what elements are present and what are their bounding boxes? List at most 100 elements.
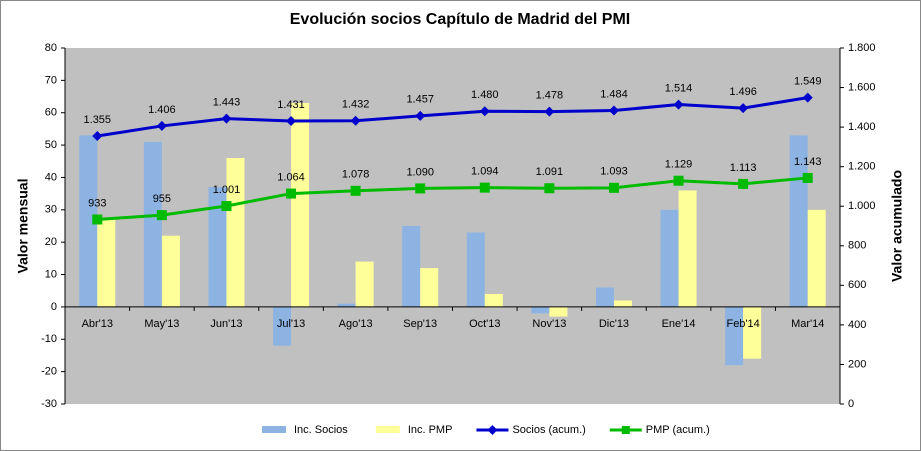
marker	[156, 120, 167, 131]
marker	[738, 103, 749, 114]
bar	[595, 287, 614, 307]
data-label: 1.094	[471, 166, 499, 178]
y-tick-label: -30	[41, 398, 57, 410]
marker	[350, 115, 361, 126]
bar	[143, 141, 162, 307]
bar	[531, 306, 550, 314]
data-label: 1.432	[342, 99, 370, 111]
marker	[608, 105, 619, 116]
marker	[738, 178, 749, 189]
y-tick-label: -20	[41, 366, 57, 378]
bar	[337, 303, 356, 307]
line	[97, 96, 808, 138]
y-tick-label: 30	[45, 204, 57, 216]
bar	[725, 306, 744, 366]
bar	[807, 209, 826, 307]
y-tick-label: 40	[45, 171, 57, 183]
marker	[221, 113, 232, 124]
marker	[479, 182, 490, 193]
marker	[544, 106, 555, 117]
y2-tick-label: 1.400	[848, 121, 876, 133]
data-label: 933	[88, 197, 106, 209]
y2-tick-label: 1.600	[848, 81, 876, 93]
data-label: 1.457	[406, 94, 434, 106]
y2-tick-label: 1.800	[848, 42, 876, 54]
data-label: 1.549	[794, 76, 822, 88]
bar	[291, 103, 310, 307]
data-label: 1.143	[794, 156, 822, 168]
marker	[286, 188, 297, 199]
bar	[79, 135, 98, 307]
x-tick-label: Dic'13	[599, 318, 629, 330]
data-label: 1.431	[277, 99, 305, 111]
data-label: 1.113	[730, 162, 757, 174]
x-tick-label: Abr'13	[82, 318, 113, 330]
marker	[415, 183, 426, 194]
legend-swatch	[375, 426, 400, 433]
y2-tick-label: 800	[848, 240, 866, 252]
marker	[544, 183, 555, 194]
y-tick-label: 20	[45, 236, 57, 248]
bar	[549, 306, 568, 317]
y2-tick-label: 1.000	[848, 200, 876, 212]
marker	[802, 92, 813, 103]
x-tick-label: Mar'14	[791, 318, 824, 330]
y-tick-label: 0	[51, 301, 57, 313]
legend-label: PMP (acum.)	[646, 424, 710, 436]
y2-tick-label: 200	[848, 358, 866, 370]
data-label: 1.064	[277, 171, 305, 183]
bar	[466, 232, 485, 307]
y2-tick-label: 400	[848, 319, 866, 331]
data-label: 1.093	[600, 166, 628, 178]
y-tick-label: 60	[45, 107, 57, 119]
legend-marker	[621, 426, 630, 434]
data-label: 1.478	[536, 90, 564, 102]
bar	[355, 261, 374, 307]
bar	[273, 306, 292, 346]
x-tick-label: Ene'14	[662, 318, 696, 330]
bar	[226, 158, 245, 307]
data-label: 1.078	[342, 169, 370, 181]
bar	[161, 235, 180, 307]
bar	[660, 209, 679, 307]
bar	[678, 190, 697, 307]
x-tick-label: Nov'13	[532, 318, 566, 330]
data-label: 1.355	[84, 114, 112, 126]
y-tick-label: 50	[45, 139, 57, 151]
x-tick-label: Jul'13	[277, 318, 305, 330]
bar	[613, 300, 632, 307]
marker	[156, 210, 167, 221]
y-axis-title: Valor mensual	[15, 179, 31, 274]
marker	[673, 175, 684, 186]
marker	[286, 115, 297, 126]
legend-swatch	[262, 426, 286, 433]
x-tick-label: Ago'13	[339, 318, 373, 330]
data-label: 1.001	[213, 184, 241, 196]
data-label: 1.514	[665, 82, 693, 94]
data-label: 1.090	[406, 166, 434, 178]
line	[97, 176, 808, 221]
x-tick-label: Sep'13	[403, 318, 437, 330]
y2-tick-label: 600	[848, 279, 866, 291]
x-tick-label: Jun'13	[210, 318, 242, 330]
y2-axis-title: Valor acumulado	[889, 170, 905, 282]
bar	[97, 219, 116, 307]
plot-area	[65, 48, 840, 404]
marker	[673, 99, 684, 110]
data-label: 1.091	[536, 166, 564, 178]
bar	[402, 226, 421, 307]
data-label: 1.496	[729, 86, 757, 98]
y-tick-label: -10	[41, 333, 57, 345]
marker	[415, 110, 426, 121]
y2-tick-label: 0	[848, 398, 854, 410]
data-label: 1.406	[148, 104, 176, 116]
x-tick-label: May'13	[144, 318, 179, 330]
bar	[484, 293, 503, 307]
data-label: 1.129	[665, 159, 693, 171]
y-tick-label: 80	[45, 42, 57, 54]
y2-tick-label: 1.200	[848, 161, 876, 173]
marker	[92, 214, 103, 225]
marker	[608, 182, 619, 193]
